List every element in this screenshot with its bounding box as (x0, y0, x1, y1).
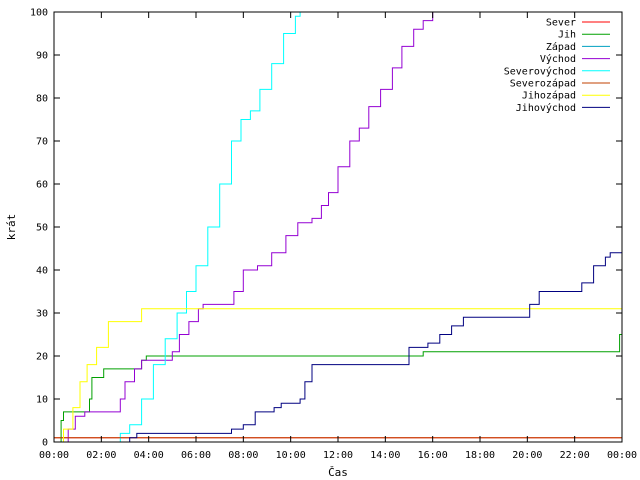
x-tick-label: 08:00 (228, 450, 258, 461)
y-tick-label: 10 (36, 395, 48, 406)
legend-label: Jih (558, 30, 576, 41)
x-tick-label: 12:00 (323, 450, 353, 461)
legend-label: Jihovýchod (516, 102, 576, 114)
x-tick-label: 22:00 (560, 450, 590, 461)
series-line-7 (125, 252, 622, 443)
axis-ticks: 0 10 20 30 40 50 60 70 80 90 100 00:00 02:00 04:00 06:… (30, 8, 637, 462)
x-tick-label: 20:00 (512, 450, 542, 461)
legend-label: Severovýchod (504, 65, 576, 77)
y-tick-label: 20 (36, 352, 48, 363)
x-axis-label: Čas (328, 466, 348, 479)
x-tick-label: 00:00 (607, 450, 637, 461)
legend-label: Sever (546, 18, 576, 29)
y-tick-label: 70 (36, 137, 48, 148)
y-tick-label: 90 (36, 51, 48, 62)
x-tick-label: 14:00 (370, 450, 400, 461)
y-tick-label: 0 (42, 438, 48, 449)
legend-label: Východ (540, 53, 576, 65)
x-tick-label: 04:00 (134, 450, 164, 461)
y-tick-label: 40 (36, 266, 48, 277)
x-tick-label: 16:00 (418, 450, 448, 461)
legend-label: Západ (546, 41, 576, 53)
x-tick-label: 18:00 (465, 450, 495, 461)
x-tick-label: 06:00 (181, 450, 211, 461)
series-line-4 (113, 12, 301, 443)
y-tick-label: 80 (36, 94, 48, 105)
series-line-1 (54, 334, 622, 443)
legend: SeverJihZápadVýchodSeverovýchodSeverozáp… (504, 18, 610, 114)
y-axis-label: krát (5, 214, 18, 241)
y-tick-label: 30 (36, 309, 48, 320)
y-tick-label: 60 (36, 180, 48, 191)
y-tick-label: 100 (30, 8, 48, 19)
x-tick-label: 10:00 (276, 450, 306, 461)
y-tick-label: 50 (36, 223, 48, 234)
legend-label: Jihozápad (522, 90, 576, 102)
series-line-6 (56, 308, 622, 443)
series-line-3 (61, 12, 434, 443)
legend-label: Severozápad (510, 78, 576, 90)
x-tick-label: 02:00 (86, 450, 116, 461)
x-tick-label: 00:00 (39, 450, 69, 461)
